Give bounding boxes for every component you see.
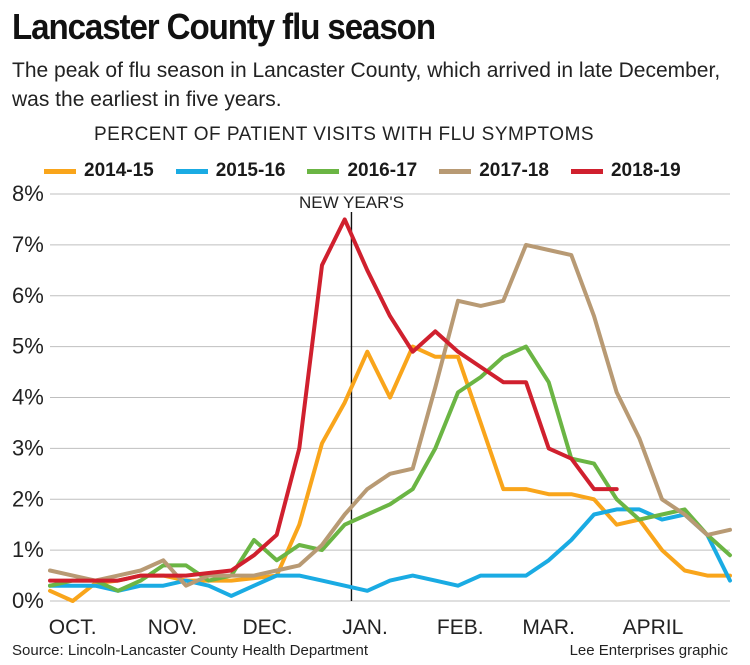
y-tick-labels: 0% 1% 2% 3% 4% 5% 6% 7% 8% [12,181,44,613]
legend-swatch-2018-19 [570,168,603,174]
source-note: Source: Lincoln-Lancaster County Health … [12,642,369,659]
y-tick-label: 3% [12,435,44,460]
series-line-2016-17 [48,344,732,593]
y-tick-label: 8% [12,181,44,206]
legend-item-2016-17: 2016-17 [307,160,417,182]
x-tick-label: JAN. [342,616,388,639]
legend-label-2017-18: 2017-18 [479,160,549,181]
new-years-annotation: NEW YEAR'S [299,193,404,601]
series-line-2018-19 [48,217,619,583]
legend-swatch-2014-15 [44,168,76,174]
chart-subtitle: The peak of flu season in Lancaster Coun… [12,59,721,111]
series-line-2015-16 [48,507,732,598]
legend-label-2015-16: 2015-16 [215,160,286,181]
legend-item-2014-15: 2014-15 [44,160,154,182]
legend: 2014-15 2015-16 2016-17 2017-18 2018-19 [44,158,681,184]
credit-note: Lee Enterprises graphic [569,642,728,659]
legend-swatch-2015-16 [175,168,208,174]
y-axis-title: PERCENT OF PATIENT VISITS WITH FLU SYMPT… [94,124,595,145]
x-tick-labels: OCT. NOV. DEC. JAN. FEB. MAR. APRIL [49,616,684,639]
x-tick-label: OCT. [49,616,97,639]
series-line-2017-18 [48,242,732,588]
y-tick-label: 7% [12,232,44,257]
x-tick-label: FEB. [437,616,484,639]
legend-swatch-2017-18 [439,168,472,174]
grid-lines [50,193,730,602]
y-tick-label: 5% [12,334,44,359]
legend-label-2016-17: 2016-17 [347,160,418,181]
legend-label-2014-15: 2014-15 [84,160,154,181]
x-tick-label: APRIL [623,616,684,639]
y-tick-label: 4% [12,385,44,410]
y-tick-label: 2% [12,486,44,511]
chart-title: Lancaster County flu season [12,6,436,47]
y-tick-label: 6% [12,283,44,308]
legend-item-2015-16: 2015-16 [175,160,286,182]
new-years-label: NEW YEAR'S [299,193,404,212]
x-tick-label: DEC. [243,616,293,639]
legend-swatch-2016-17 [307,168,340,174]
x-tick-label: NOV. [148,616,197,639]
legend-item-2017-18: 2017-18 [439,160,549,182]
y-tick-label: 0% [12,588,44,613]
legend-label-2018-19: 2018-19 [610,160,681,181]
legend-item-2018-19: 2018-19 [570,160,681,182]
x-tick-label: MAR. [522,616,575,639]
series-lines [48,217,732,603]
y-tick-label: 1% [12,537,44,562]
